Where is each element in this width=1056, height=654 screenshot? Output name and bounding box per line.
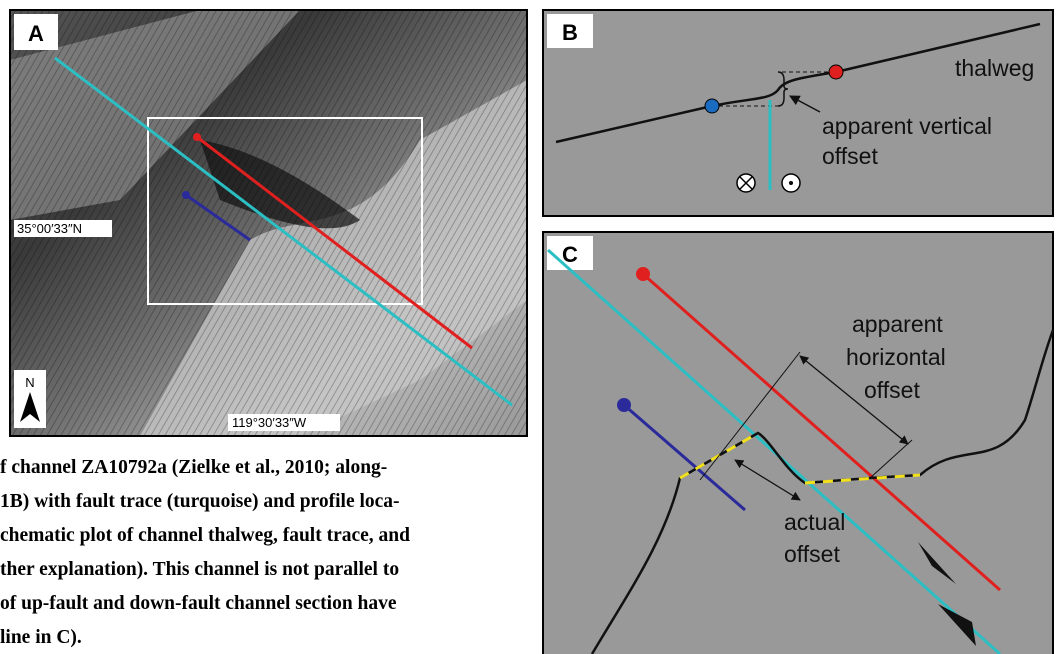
horizontal-offset-label: apparent	[852, 311, 943, 337]
profile-red-end	[193, 133, 201, 141]
longitude: 119°30′33″W	[232, 415, 307, 430]
page: A 35°00′33″N 119°30′33″W N B thalweg app…	[0, 0, 1056, 654]
thalweg-label: thalweg	[955, 55, 1034, 81]
out-of-page-dot	[789, 181, 793, 185]
panel-a: A 35°00′33″N 119°30′33″W N	[10, 10, 527, 436]
caption-line: of up-fault and down-fault channel secti…	[0, 593, 397, 614]
vertical-offset-label: apparent vertical	[822, 113, 992, 139]
panel-label: A	[28, 21, 44, 46]
caption-line: f channel ZA10792a (Zielke et al., 2010;…	[0, 457, 387, 478]
vertical-offset-label: offset	[822, 143, 878, 169]
panel-label: B	[562, 20, 578, 45]
panel-c: C apparent horizontal offset actual offs…	[543, 232, 1053, 654]
caption: f channel ZA10792a (Zielke et al., 2010;…	[0, 457, 410, 648]
frame	[543, 232, 1053, 654]
caption-line: 1B) with fault trace (turquoise) and pro…	[0, 491, 400, 512]
profile-blue-point	[705, 99, 719, 113]
panel-b: B thalweg apparent vertical offset	[543, 10, 1053, 216]
actual-offset-label: actual	[784, 509, 845, 535]
profile-red-point	[829, 65, 843, 79]
caption-line: chematic plot of channel thalweg, fault …	[0, 525, 410, 546]
figure: A 35°00′33″N 119°30′33″W N B thalweg app…	[0, 0, 1056, 654]
actual-offset-label: offset	[784, 541, 840, 567]
caption-line: line in C).	[0, 627, 82, 648]
horizontal-offset-label: offset	[864, 377, 920, 403]
profile-red-end	[636, 267, 650, 281]
caption-line: ther explanation). This channel is not p…	[0, 559, 399, 580]
profile-blue-end	[617, 398, 631, 412]
north-label: N	[25, 375, 34, 390]
profile-blue-end	[182, 191, 190, 199]
latitude: 35°00′33″N	[17, 221, 82, 236]
horizontal-offset-label: horizontal	[846, 344, 946, 370]
